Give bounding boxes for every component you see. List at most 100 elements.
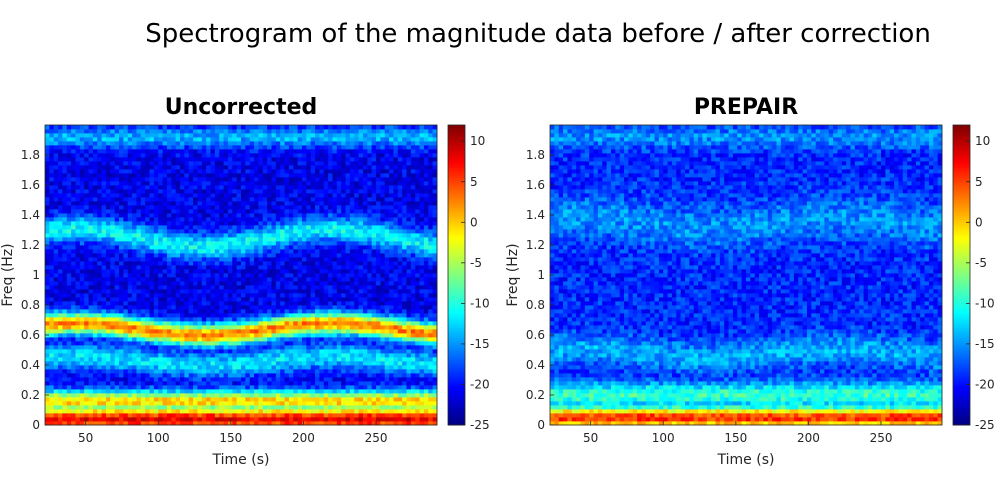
heatmap-cell xyxy=(97,189,103,194)
heatmap-cell xyxy=(328,125,333,130)
heatmap-cell xyxy=(188,149,194,154)
heatmap-cell xyxy=(127,377,133,382)
heatmap-cell xyxy=(214,205,220,210)
heatmap-cell xyxy=(101,389,107,394)
heatmap-cell xyxy=(193,417,198,422)
heatmap-cell xyxy=(71,417,76,422)
heatmap-cell xyxy=(97,353,103,358)
heatmap-cell xyxy=(319,197,325,202)
heatmap-cell xyxy=(241,277,246,282)
heatmap-cell xyxy=(288,253,294,258)
heatmap-cell xyxy=(249,161,255,166)
heatmap-cell xyxy=(162,157,168,162)
heatmap-cell xyxy=(66,229,72,234)
heatmap-cell xyxy=(123,369,129,374)
heatmap-cell xyxy=(53,193,59,198)
heatmap-cell xyxy=(197,289,203,294)
heatmap-cell xyxy=(62,257,68,262)
heatmap-cell xyxy=(271,133,277,138)
heatmap-cell xyxy=(227,329,233,334)
heatmap-cell xyxy=(297,137,303,142)
heatmap-cell xyxy=(241,241,246,246)
heatmap-cell xyxy=(315,361,320,366)
heatmap-cell xyxy=(258,333,264,338)
heatmap-cell xyxy=(140,205,146,210)
heatmap-cell xyxy=(166,137,172,142)
heatmap-cell xyxy=(153,313,159,318)
heatmap-cell xyxy=(127,297,133,302)
heatmap-cell xyxy=(101,193,107,198)
heatmap-cell xyxy=(249,281,255,286)
heatmap-cell xyxy=(66,221,72,226)
heatmap-cell xyxy=(297,133,303,138)
heatmap-cell xyxy=(306,237,312,242)
heatmap-cell xyxy=(140,165,146,170)
heatmap-cell xyxy=(245,133,251,138)
heatmap-cell xyxy=(310,389,316,394)
heatmap-cell xyxy=(71,141,76,146)
heatmap-cell xyxy=(223,289,229,294)
heatmap-cell xyxy=(188,201,194,206)
heatmap-cell xyxy=(49,157,55,162)
heatmap-cell xyxy=(315,405,320,410)
heatmap-cell xyxy=(319,241,325,246)
heatmap-cell xyxy=(197,137,203,142)
heatmap-cell xyxy=(232,253,238,258)
heatmap-cell xyxy=(45,325,50,330)
heatmap-cell xyxy=(232,305,238,310)
heatmap-cell xyxy=(88,393,94,398)
heatmap-cell xyxy=(227,201,233,206)
heatmap-cell xyxy=(127,349,133,354)
heatmap-cell xyxy=(45,297,50,302)
heatmap-cell xyxy=(280,253,285,258)
heatmap-cell xyxy=(310,205,316,210)
heatmap-cell xyxy=(306,169,312,174)
heatmap-cell xyxy=(306,401,312,406)
heatmap-cell xyxy=(293,161,299,166)
heatmap-cell xyxy=(288,269,294,274)
heatmap-cell xyxy=(58,313,63,318)
heatmap-cell xyxy=(140,169,146,174)
heatmap-cell xyxy=(45,413,50,418)
heatmap-cell xyxy=(219,217,224,222)
heatmap-cell xyxy=(158,353,163,358)
heatmap-cell xyxy=(184,345,190,350)
heatmap-cell xyxy=(153,309,159,314)
heatmap-cell xyxy=(262,165,268,170)
heatmap-cell xyxy=(162,125,168,130)
heatmap-cell xyxy=(301,349,307,354)
heatmap-cell xyxy=(297,405,303,410)
heatmap-cell xyxy=(201,385,207,390)
heatmap-cell xyxy=(271,233,277,238)
heatmap-cell xyxy=(145,145,150,150)
heatmap-cell xyxy=(158,277,163,282)
heatmap-cell xyxy=(284,413,290,418)
heatmap-cell xyxy=(166,197,172,202)
heatmap-cell xyxy=(232,229,238,234)
heatmap-cell xyxy=(79,153,85,158)
heatmap-cell xyxy=(53,161,59,166)
heatmap-cell xyxy=(92,309,98,314)
heatmap-cell xyxy=(123,233,129,238)
heatmap-cell xyxy=(297,265,303,270)
heatmap-cell xyxy=(297,129,303,134)
heatmap-cell xyxy=(249,245,255,250)
heatmap-cell xyxy=(45,301,50,306)
heatmap-cell xyxy=(136,269,142,274)
heatmap-cell xyxy=(162,153,168,158)
heatmap-cell xyxy=(71,181,76,186)
heatmap-cell xyxy=(171,169,177,174)
heatmap-cell xyxy=(153,397,159,402)
heatmap-cell xyxy=(149,181,155,186)
heatmap-cell xyxy=(166,201,172,206)
heatmap-cell xyxy=(201,305,207,310)
heatmap-cell xyxy=(301,265,307,270)
heatmap-cell xyxy=(280,273,285,278)
heatmap-cell xyxy=(249,297,255,302)
heatmap-cell xyxy=(206,165,211,170)
heatmap-cell xyxy=(188,133,194,138)
heatmap-cell xyxy=(75,237,81,242)
heatmap-cell xyxy=(297,385,303,390)
heatmap-cell xyxy=(245,341,251,346)
heatmap-cell xyxy=(114,277,120,282)
